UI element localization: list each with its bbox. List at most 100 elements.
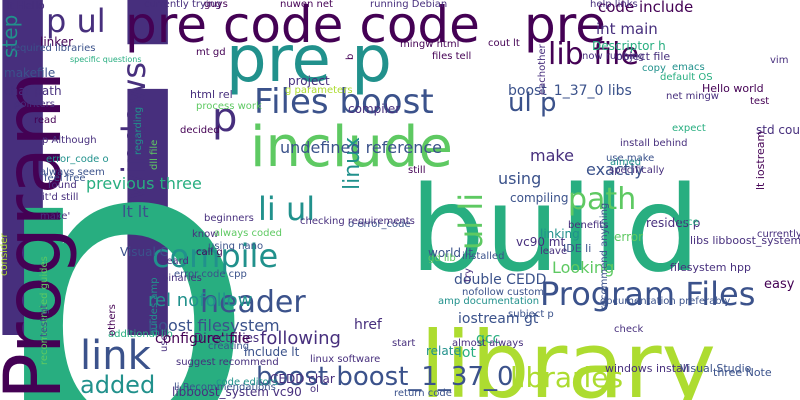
- cloud-word: lib file: [548, 37, 639, 72]
- cloud-word: lt lt: [122, 202, 149, 221]
- cloud-word: Hello world: [702, 82, 764, 95]
- cloud-word: Files boost: [254, 82, 434, 122]
- cloud-word: Directories: [194, 331, 260, 345]
- cloud-word: always seem: [40, 167, 105, 178]
- cloud-word: vc90 mt: [516, 235, 566, 249]
- cloud-word: required libraries: [10, 43, 96, 54]
- cloud-word: default OS: [660, 72, 713, 83]
- cloud-word: p: [212, 95, 238, 141]
- cloud-word: link: [80, 333, 151, 379]
- cloud-word: expect: [672, 123, 706, 134]
- cloud-word: gcc: [476, 331, 501, 347]
- cloud-word: compile: [152, 237, 279, 275]
- cloud-word: lt Hello: [6, 0, 45, 12]
- cloud-word: boost filesystem: [148, 316, 280, 335]
- cloud-word: p ul: [46, 2, 106, 40]
- cloud-word: build: [410, 160, 701, 298]
- cloud-word: o error_code: [348, 219, 411, 230]
- cloud-word: help links: [590, 0, 638, 10]
- cloud-word: call g: [196, 247, 223, 258]
- cloud-word: p: [0, 45, 258, 400]
- cloud-word: project: [288, 74, 330, 88]
- cloud-word: decided: [180, 125, 220, 136]
- cloud-word: nuwen net: [280, 0, 333, 10]
- cloud-word: include: [250, 115, 453, 180]
- cloud-word: Program Files: [540, 275, 756, 313]
- cloud-word: beginners: [204, 213, 254, 224]
- cloud-word: guys: [204, 0, 228, 10]
- cloud-word: test: [750, 96, 770, 107]
- cloud-word: make': [40, 211, 71, 222]
- cloud-word: compiling: [510, 191, 569, 205]
- cloud-word: IDE li: [563, 242, 592, 255]
- cloud-word: cout lt: [488, 38, 520, 49]
- cloud-word: nice: [678, 217, 699, 228]
- cloud-word: error_code o: [46, 154, 109, 165]
- cloud-word: start: [392, 338, 416, 349]
- cloud-word: vim: [770, 55, 789, 66]
- cloud-word: g parameters: [285, 85, 353, 96]
- cloud-word: code include: [598, 0, 694, 16]
- cloud-word: mt gd: [196, 47, 226, 58]
- cloud-word: CEDD char: [270, 372, 335, 386]
- cloud-word: linking: [540, 227, 580, 241]
- cloud-word: check: [614, 324, 644, 335]
- cloud-word: still: [408, 165, 426, 176]
- cloud-word: libs libboost_system: [690, 234, 800, 247]
- cloud-word: emacs: [672, 62, 705, 73]
- cloud-word: copy: [642, 63, 666, 74]
- cloud-word: previous three: [86, 174, 202, 193]
- cloud-word: li Recommendations: [174, 382, 276, 393]
- cloud-word: following: [260, 328, 341, 349]
- cloud-word: aimed: [610, 157, 642, 168]
- cloud-word: b: [345, 53, 356, 60]
- cloud-word: specific questions: [70, 55, 142, 64]
- cloud-word: return code: [394, 388, 452, 399]
- cloud-word: ul li: [452, 192, 490, 250]
- cloud-word: error code cpp: [174, 269, 247, 280]
- cloud-word: eachother: [537, 44, 548, 95]
- cloud-word: ul p: [508, 88, 557, 118]
- cloud-word: know: [192, 229, 219, 240]
- cloud-word: creating: [208, 341, 250, 352]
- cloud-word: std cout: [756, 123, 800, 137]
- cloud-word: dll file: [149, 139, 160, 170]
- cloud-word: nofollow custom: [462, 287, 544, 298]
- cloud-word: Looking: [552, 258, 615, 277]
- cloud-word: using: [498, 169, 542, 188]
- cloud-word: lt iostream: [754, 130, 767, 190]
- cloud-word: library: [420, 312, 716, 400]
- cloud-word: boost_1_37_0 libs: [508, 83, 632, 99]
- cloud-word: subject p: [508, 309, 554, 320]
- cloud-word: configure' file: [155, 331, 251, 347]
- cloud-word: include lt: [244, 345, 300, 359]
- cloud-word: filesystem hpp: [670, 261, 751, 274]
- cloud-word: mingw html: [400, 39, 460, 50]
- cloud-word: recommend anything: [599, 202, 610, 310]
- cloud-word: feel free: [44, 173, 86, 184]
- cloud-word: installed: [462, 251, 505, 262]
- cloud-word: binaries: [162, 273, 202, 284]
- cloud-word: three Note: [713, 366, 772, 379]
- cloud-word: now running: [582, 51, 645, 62]
- cloud-word: it'd still: [42, 192, 79, 203]
- cloud-word: easy: [764, 277, 795, 292]
- cloud-word: resides p: [646, 216, 701, 230]
- cloud-word: makefile: [4, 66, 56, 80]
- cloud-word: linux software: [310, 354, 381, 365]
- cloud-word: files tell: [432, 51, 472, 62]
- cloud-word: libboost_system vc90: [172, 385, 302, 399]
- cloud-word: ol: [310, 384, 319, 395]
- cloud-word: pre code code: [125, 0, 480, 54]
- cloud-word: using nano: [208, 241, 264, 252]
- cloud-word: suggest recommend: [176, 357, 279, 368]
- cloud-word: added: [80, 371, 156, 399]
- cloud-word: windows install: [605, 362, 689, 375]
- cloud-word: html rel: [190, 88, 233, 101]
- cloud-word: specifically: [609, 165, 665, 176]
- cloud-word: header: [200, 285, 306, 320]
- cloud-word: li: [0, 0, 211, 400]
- cloud-word: use make: [606, 153, 655, 164]
- cloud-word: benefits: [568, 220, 609, 231]
